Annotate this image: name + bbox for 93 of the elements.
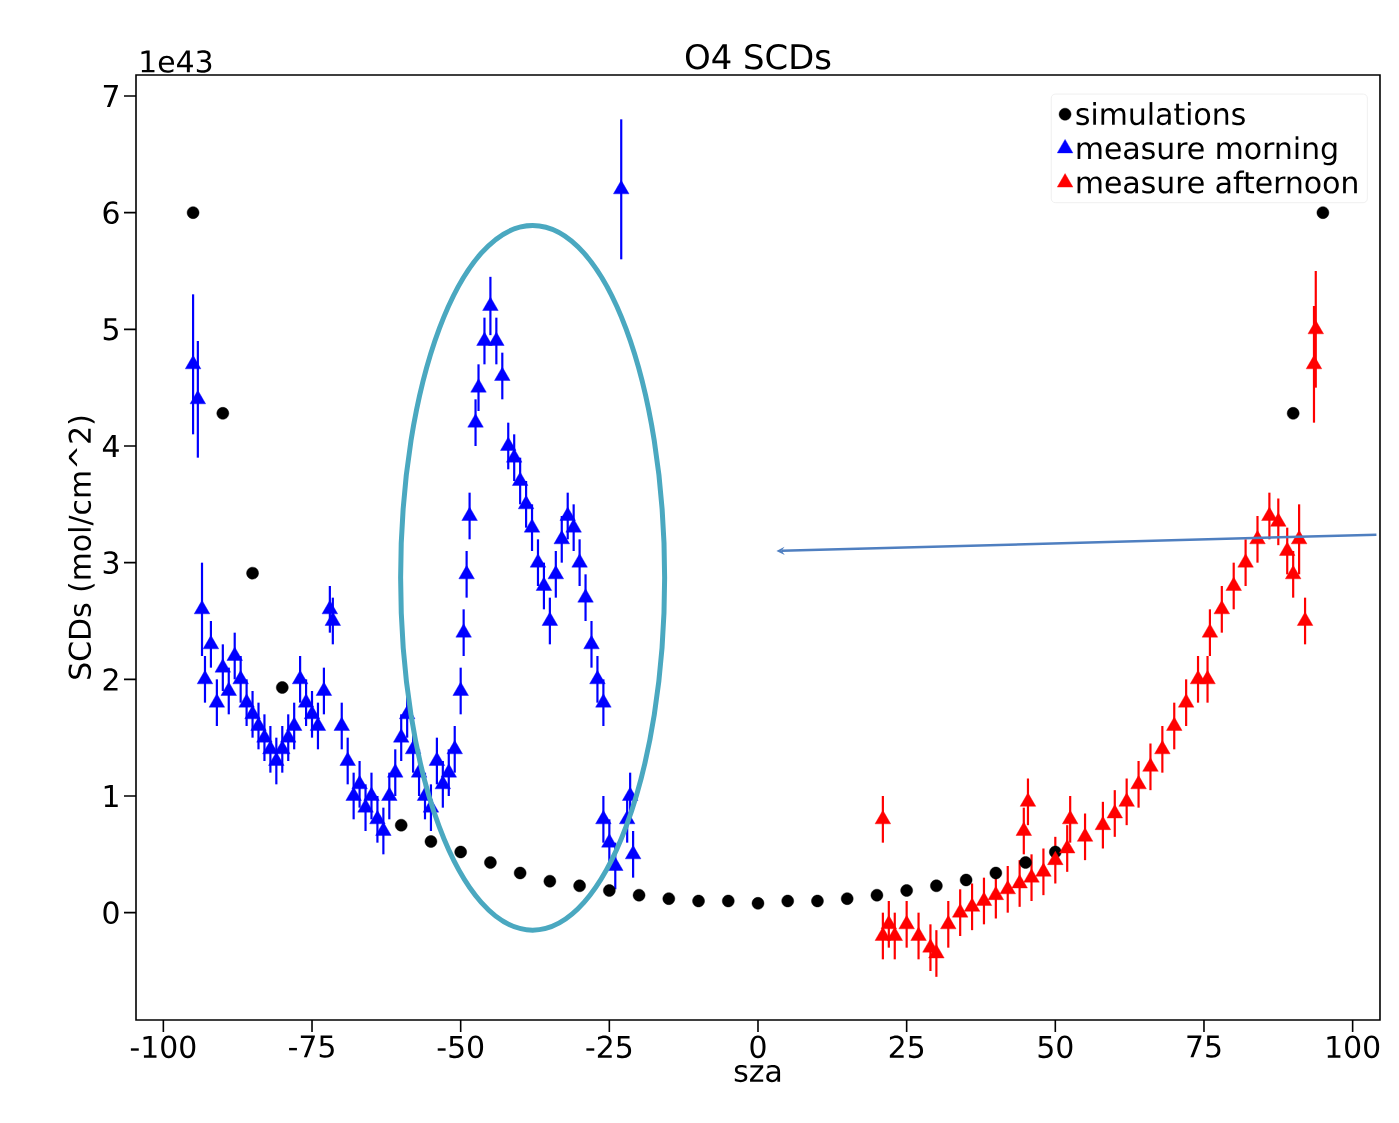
point bbox=[1059, 839, 1076, 854]
point bbox=[543, 874, 557, 888]
point bbox=[454, 845, 467, 859]
point bbox=[840, 892, 854, 905]
point bbox=[870, 888, 884, 902]
point bbox=[898, 915, 915, 930]
y-tick-label: 0 bbox=[103, 901, 119, 924]
point bbox=[1201, 623, 1218, 638]
point bbox=[1023, 868, 1040, 883]
point bbox=[1142, 757, 1159, 772]
point bbox=[1035, 862, 1052, 877]
point bbox=[484, 856, 497, 869]
point bbox=[1279, 541, 1296, 556]
point bbox=[1261, 506, 1278, 521]
point bbox=[886, 926, 903, 941]
point bbox=[1130, 775, 1147, 790]
x-tick-label: 100 bbox=[1327, 1035, 1380, 1059]
point bbox=[246, 566, 259, 580]
legend-label: measure morning bbox=[1077, 136, 1337, 166]
point bbox=[573, 879, 586, 893]
y-tick-label: 4 bbox=[102, 435, 119, 457]
point bbox=[1305, 355, 1322, 370]
x-tick-label: -50 bbox=[437, 1035, 484, 1059]
point bbox=[1297, 611, 1314, 626]
point bbox=[1225, 576, 1242, 591]
point bbox=[959, 873, 973, 887]
point bbox=[1062, 810, 1079, 825]
x-axis-title: sza bbox=[734, 1064, 781, 1083]
point bbox=[1199, 670, 1216, 685]
point bbox=[722, 894, 735, 908]
point bbox=[1047, 850, 1064, 865]
y-axis-title: SCDs (mol/cm^2) bbox=[67, 416, 95, 679]
x-tick-label: 25 bbox=[889, 1035, 924, 1059]
point bbox=[751, 897, 765, 910]
point bbox=[928, 944, 945, 959]
x-tick-label: -100 bbox=[130, 1035, 196, 1059]
x-tick-label: 50 bbox=[1038, 1035, 1073, 1059]
legend-label: measure afternoon bbox=[1077, 170, 1357, 194]
point bbox=[1285, 565, 1302, 580]
text: 1e43 bbox=[141, 50, 212, 73]
point bbox=[1213, 600, 1230, 615]
point bbox=[1166, 716, 1183, 731]
point bbox=[1094, 815, 1111, 830]
legend-label: simulations bbox=[1076, 102, 1245, 126]
point bbox=[930, 879, 943, 893]
point bbox=[1011, 874, 1028, 889]
point bbox=[1178, 693, 1195, 708]
y-tick-label: 5 bbox=[103, 318, 118, 341]
point bbox=[1307, 320, 1324, 335]
point bbox=[989, 866, 1003, 880]
point bbox=[811, 894, 824, 908]
point bbox=[1316, 206, 1330, 219]
point bbox=[880, 915, 897, 930]
point bbox=[1237, 553, 1254, 568]
point bbox=[1270, 512, 1287, 527]
y-tick-label: 3 bbox=[103, 551, 119, 574]
point bbox=[603, 884, 616, 897]
point bbox=[940, 915, 957, 930]
point bbox=[662, 892, 675, 905]
point bbox=[900, 884, 913, 897]
point bbox=[1106, 804, 1123, 819]
y-tick-label: 1 bbox=[104, 785, 118, 807]
point bbox=[874, 810, 891, 825]
x-tick-label: 75 bbox=[1187, 1035, 1221, 1058]
point bbox=[1019, 856, 1032, 869]
y-tick-label: 7 bbox=[103, 85, 118, 107]
point bbox=[1019, 792, 1036, 807]
point bbox=[1015, 821, 1032, 836]
x-tick-label: -25 bbox=[586, 1035, 632, 1059]
y-tick-label: 2 bbox=[103, 668, 118, 691]
point bbox=[964, 897, 981, 912]
point bbox=[999, 880, 1016, 895]
point bbox=[424, 835, 438, 848]
y-tick-label: 6 bbox=[103, 201, 119, 224]
point bbox=[1118, 792, 1135, 807]
point bbox=[513, 866, 527, 880]
point bbox=[632, 888, 646, 902]
point bbox=[1077, 827, 1094, 842]
point bbox=[276, 681, 289, 694]
point bbox=[1286, 407, 1300, 420]
x-tick-label: 0 bbox=[750, 1035, 766, 1059]
point bbox=[216, 407, 230, 420]
point bbox=[395, 818, 408, 832]
point bbox=[781, 894, 794, 908]
point bbox=[1154, 740, 1171, 755]
point bbox=[975, 891, 992, 906]
point bbox=[910, 926, 927, 941]
point bbox=[987, 885, 1004, 900]
point bbox=[952, 903, 969, 918]
x-tick-label: -75 bbox=[289, 1035, 334, 1058]
point bbox=[692, 894, 705, 908]
point bbox=[186, 206, 200, 219]
chart-title: O4 SCDs bbox=[685, 43, 831, 70]
